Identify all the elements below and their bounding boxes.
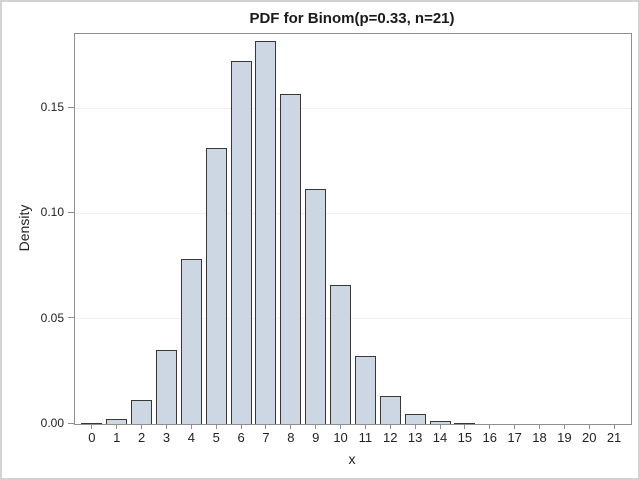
x-tick xyxy=(613,424,615,429)
y-tick xyxy=(68,317,74,319)
bar-x6 xyxy=(230,61,252,424)
x-tick xyxy=(364,424,366,429)
x-tick-label: 9 xyxy=(312,430,320,445)
x-tick xyxy=(414,424,416,429)
x-tick-label: 7 xyxy=(262,430,270,445)
y-tick xyxy=(68,422,74,424)
x-tick xyxy=(240,424,242,429)
bar-x12 xyxy=(379,396,401,424)
bar-x3 xyxy=(156,350,178,424)
x-tick-label: 3 xyxy=(162,430,171,445)
x-tick xyxy=(215,424,217,429)
x-tick-label: 15 xyxy=(457,430,473,445)
x-tick-label: 16 xyxy=(482,430,497,445)
gridline xyxy=(75,212,631,214)
x-tick-label: 14 xyxy=(432,430,448,445)
x-tick-label: 13 xyxy=(407,430,423,445)
x-tick-label: 8 xyxy=(287,430,295,445)
bar-x2 xyxy=(131,400,153,424)
bar-x8 xyxy=(280,94,302,424)
x-tick-label: 11 xyxy=(358,430,373,445)
y-tick-label: 0.05 xyxy=(40,310,64,325)
y-tick xyxy=(68,211,74,213)
bar-x4 xyxy=(180,259,202,424)
bar-x7 xyxy=(255,41,277,424)
y-tick-label: 0.10 xyxy=(40,205,64,220)
chart-title: PDF for Binom(p=0.33, n=21) xyxy=(249,10,455,27)
x-tick xyxy=(166,424,168,429)
x-tick xyxy=(514,424,516,429)
bar-x13 xyxy=(404,414,426,424)
x-tick-label: 17 xyxy=(507,430,522,445)
x-tick-label: 0 xyxy=(88,430,96,445)
bar-x11 xyxy=(354,356,376,424)
x-tick-label: 20 xyxy=(581,430,597,445)
y-tick xyxy=(68,106,74,108)
x-tick-label: 19 xyxy=(557,430,572,445)
x-tick xyxy=(141,424,143,429)
bar-x5 xyxy=(205,148,227,424)
gridline xyxy=(75,318,631,320)
bar-x1 xyxy=(106,419,128,424)
y-tick-label: 0.15 xyxy=(40,100,64,115)
x-tick-label: 5 xyxy=(212,430,220,445)
x-tick-label: 1 xyxy=(113,430,121,445)
x-tick xyxy=(265,424,267,429)
x-tick xyxy=(538,424,540,429)
y-tick-label: 0.00 xyxy=(40,416,64,430)
x-tick xyxy=(389,424,391,429)
bar-x9 xyxy=(305,189,327,424)
x-axis-label: x xyxy=(348,451,356,467)
x-tick xyxy=(290,424,292,429)
x-tick-label: 2 xyxy=(138,430,146,445)
x-tick-label: 10 xyxy=(333,430,348,445)
x-tick xyxy=(464,424,466,429)
x-tick-label: 4 xyxy=(187,430,195,445)
x-tick-label: 21 xyxy=(606,430,622,445)
bar-x10 xyxy=(330,285,352,424)
gridline xyxy=(75,107,631,109)
x-tick xyxy=(588,424,590,429)
x-tick xyxy=(116,424,118,429)
bar-x15 xyxy=(454,423,476,424)
x-tick-label: 18 xyxy=(532,430,547,445)
x-tick xyxy=(91,424,93,429)
plot-area xyxy=(74,33,632,425)
x-tick xyxy=(563,424,565,429)
x-tick-label: 12 xyxy=(383,430,398,445)
x-tick xyxy=(489,424,491,429)
x-tick xyxy=(190,424,192,429)
x-tick xyxy=(340,424,342,429)
bar-x0 xyxy=(81,423,103,424)
x-tick xyxy=(315,424,317,429)
bar-x14 xyxy=(429,421,451,424)
x-tick-label: 6 xyxy=(237,430,245,445)
x-tick xyxy=(439,424,441,429)
